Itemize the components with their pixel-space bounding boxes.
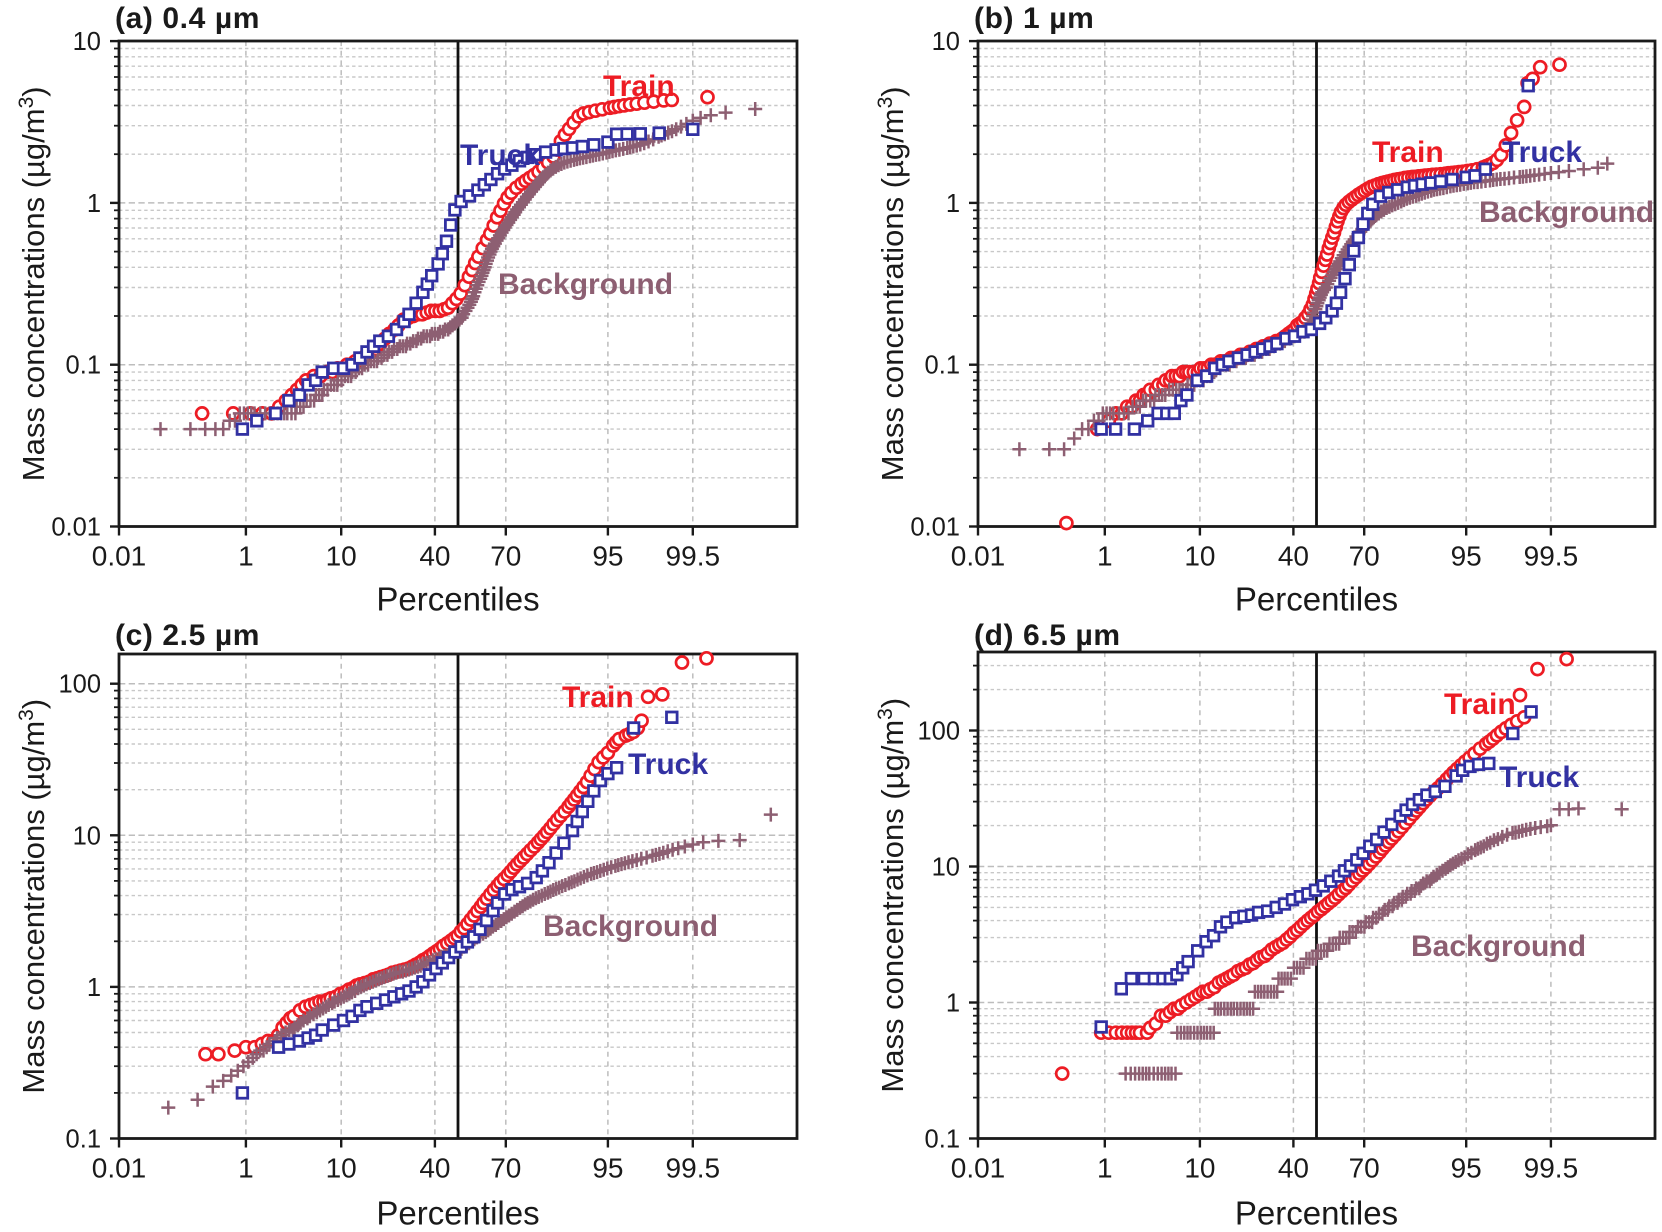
svg-text:0.01: 0.01 [910, 514, 960, 542]
svg-text:(d) 6.5 µm: (d) 6.5 µm [974, 619, 1121, 652]
svg-text:10: 10 [932, 854, 960, 882]
svg-text:100: 100 [58, 671, 101, 699]
svg-text:40: 40 [1278, 541, 1309, 572]
svg-text:70: 70 [1349, 541, 1380, 572]
svg-text:Background: Background [1411, 930, 1586, 963]
svg-text:10: 10 [73, 28, 101, 56]
svg-text:1: 1 [87, 974, 101, 1002]
svg-text:Mass concentrations (µg/m3): Mass concentrations (µg/m3) [874, 86, 910, 481]
svg-text:Truck: Truck [628, 748, 708, 781]
svg-text:100: 100 [917, 718, 960, 746]
svg-text:10: 10 [326, 1153, 357, 1184]
svg-text:0.01: 0.01 [951, 1153, 1006, 1184]
svg-text:40: 40 [419, 1153, 450, 1184]
svg-text:Train: Train [562, 681, 634, 714]
svg-text:Truck: Truck [460, 139, 540, 172]
svg-text:99.5: 99.5 [666, 1153, 721, 1184]
svg-text:1: 1 [946, 190, 960, 218]
svg-text:40: 40 [419, 541, 450, 572]
svg-text:Percentiles: Percentiles [376, 1195, 539, 1228]
svg-text:10: 10 [73, 822, 101, 850]
svg-text:10: 10 [1184, 1153, 1215, 1184]
svg-text:(b) 1 µm: (b) 1 µm [974, 2, 1094, 35]
svg-text:Train: Train [1372, 136, 1444, 169]
svg-text:Truck: Truck [1499, 761, 1579, 794]
svg-text:0.01: 0.01 [92, 541, 147, 572]
svg-text:Percentiles: Percentiles [376, 581, 539, 618]
svg-text:0.01: 0.01 [51, 514, 101, 542]
svg-text:(c) 2.5 µm: (c) 2.5 µm [115, 619, 260, 652]
svg-text:0.1: 0.1 [66, 1126, 101, 1154]
svg-text:Background: Background [1479, 196, 1654, 229]
svg-text:99.5: 99.5 [666, 541, 721, 572]
svg-text:1: 1 [87, 190, 101, 218]
svg-text:1: 1 [1097, 1153, 1113, 1184]
svg-text:10: 10 [326, 541, 357, 572]
svg-text:Background: Background [543, 910, 718, 943]
svg-text:Train: Train [1444, 688, 1516, 721]
svg-text:99.5: 99.5 [1524, 541, 1579, 572]
svg-text:1: 1 [946, 990, 960, 1018]
svg-text:0.1: 0.1 [925, 352, 960, 380]
svg-text:0.1: 0.1 [66, 352, 101, 380]
svg-text:10: 10 [1184, 541, 1215, 572]
svg-text:70: 70 [1349, 1153, 1380, 1184]
svg-text:40: 40 [1278, 1153, 1309, 1184]
svg-text:95: 95 [1451, 541, 1482, 572]
svg-text:95: 95 [592, 1153, 623, 1184]
svg-text:Train: Train [603, 70, 675, 103]
svg-text:Mass concentrations (µg/m3): Mass concentrations (µg/m3) [874, 698, 910, 1093]
svg-text:0.1: 0.1 [925, 1126, 960, 1154]
svg-text:Truck: Truck [1502, 136, 1582, 169]
svg-text:Percentiles: Percentiles [1235, 581, 1398, 618]
svg-text:10: 10 [932, 28, 960, 56]
svg-text:Mass concentrations (µg/m3): Mass concentrations (µg/m3) [15, 699, 51, 1094]
svg-text:95: 95 [1451, 1153, 1482, 1184]
svg-text:95: 95 [592, 541, 623, 572]
svg-text:Mass concentrations (µg/m3): Mass concentrations (µg/m3) [15, 86, 51, 481]
svg-text:1: 1 [1097, 541, 1113, 572]
svg-text:Background: Background [498, 268, 673, 301]
svg-text:99.5: 99.5 [1524, 1153, 1579, 1184]
svg-text:1: 1 [238, 541, 254, 572]
svg-text:70: 70 [490, 1153, 521, 1184]
svg-text:0.01: 0.01 [951, 541, 1006, 572]
svg-text:70: 70 [490, 541, 521, 572]
svg-text:Percentiles: Percentiles [1235, 1195, 1398, 1228]
svg-text:0.01: 0.01 [92, 1153, 147, 1184]
svg-text:(a) 0.4 µm: (a) 0.4 µm [115, 2, 260, 35]
svg-text:1: 1 [238, 1153, 254, 1184]
